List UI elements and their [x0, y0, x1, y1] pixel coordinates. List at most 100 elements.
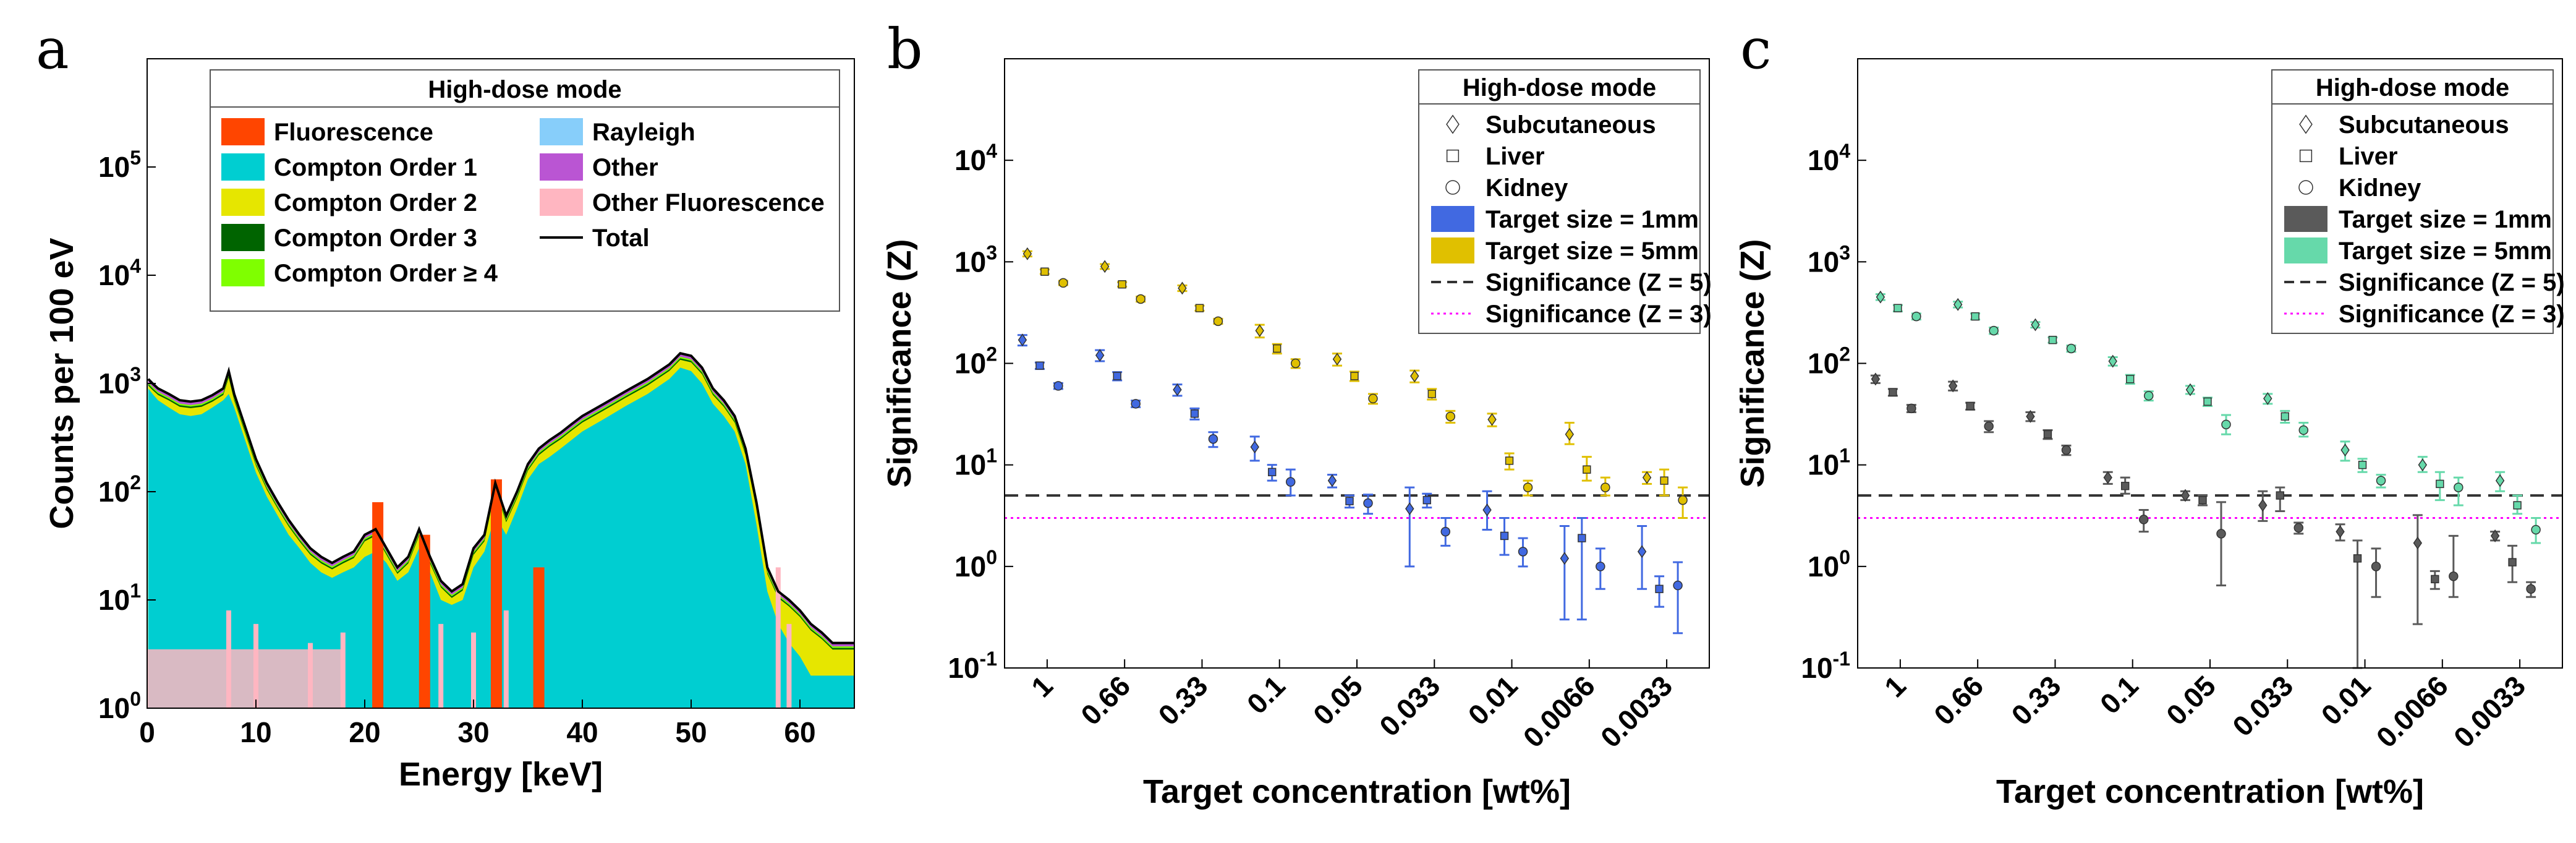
legend-label: Liver	[2339, 143, 2398, 170]
data-point	[2066, 343, 2077, 354]
y-tick-label: 101	[1808, 445, 1850, 481]
legend-swatch	[540, 189, 583, 216]
data-point	[1035, 361, 1044, 370]
legend-label: Kidney	[2339, 174, 2421, 202]
data-point	[2185, 383, 2195, 396]
data-point	[2143, 391, 2154, 401]
data-point	[2048, 335, 2057, 344]
other-fluorescence-peak	[438, 623, 444, 708]
legend-marker	[1445, 180, 1460, 195]
data-point	[1966, 401, 1975, 411]
data-point	[1095, 349, 1105, 362]
other-fluorescence-peak	[471, 632, 476, 708]
data-point	[1136, 294, 1146, 304]
legend-swatch	[221, 118, 265, 145]
data-point	[1255, 324, 1264, 338]
data-point	[1876, 290, 1885, 304]
legend-label: Other	[592, 154, 658, 181]
data-point	[1058, 278, 1068, 288]
legend-swatch	[540, 118, 583, 145]
other-fluorescence-peak	[775, 567, 781, 708]
y-axis-title: Significance (Z)	[1734, 239, 1771, 487]
data-point	[2061, 445, 2072, 455]
data-point	[1523, 482, 1533, 492]
legend-label: Significance (Z = 3)	[1486, 301, 1712, 328]
x-tick-label: 0	[139, 716, 155, 748]
legend-swatch	[1431, 237, 1474, 263]
data-point	[1018, 333, 1027, 347]
x-axis-title: Energy [keV]	[399, 756, 603, 793]
data-point	[1100, 260, 1110, 273]
data-point	[1290, 358, 1301, 369]
legend-title: High-dose mode	[428, 76, 621, 103]
legend-title: High-dose mode	[2316, 74, 2509, 101]
panel-letter-b: b	[887, 17, 923, 82]
data-point	[1911, 311, 1921, 322]
data-point	[1583, 465, 1591, 474]
legend-marker	[2299, 114, 2313, 134]
data-point	[2293, 523, 2304, 533]
data-point	[2276, 491, 2284, 500]
data-point	[2531, 524, 2541, 535]
x-tick-label: 30	[457, 716, 489, 748]
data-point	[2180, 489, 2190, 502]
data-point	[2216, 529, 2226, 539]
data-point	[2336, 525, 2345, 539]
legend-marker	[1446, 114, 1460, 134]
data-point	[1178, 281, 1187, 295]
data-point	[1113, 372, 1121, 380]
legend-label: Significance (Z = 5)	[1486, 269, 1712, 296]
legend-label: Target size = 1mm	[1486, 206, 1699, 233]
data-point	[1208, 434, 1218, 444]
data-point	[1560, 552, 1570, 565]
data-point	[1268, 468, 1277, 476]
data-point	[2103, 471, 2112, 484]
data-point	[2198, 495, 2207, 505]
data-point	[1195, 304, 1204, 312]
panel-letter-c: c	[1740, 17, 1771, 82]
data-point	[2358, 460, 2367, 469]
data-point	[2495, 474, 2505, 487]
data-point	[1871, 372, 1881, 386]
legend-box	[2271, 69, 2554, 334]
data-point	[2513, 501, 2522, 510]
y-tick-label: 10-1	[948, 648, 997, 684]
data-point	[1673, 580, 1683, 591]
legend-title: High-dose mode	[1463, 74, 1656, 101]
legend-label: Fluorescence	[274, 119, 433, 146]
data-point	[1637, 545, 1647, 558]
data-point	[1678, 495, 1688, 505]
data-point	[1022, 247, 1032, 260]
legend-label: Significance (Z = 5)	[2339, 269, 2565, 296]
data-point	[1363, 498, 1373, 508]
data-point	[2371, 562, 2381, 571]
y-tick-label: 102	[98, 471, 141, 508]
legend-marker	[2298, 180, 2313, 195]
data-point	[1285, 477, 1296, 487]
data-point	[1655, 584, 1664, 593]
data-point	[2031, 318, 2040, 332]
data-point	[2454, 482, 2463, 492]
data-point	[2203, 397, 2212, 406]
legend-label: Compton Order 2	[274, 189, 477, 216]
x-axis-title: Target concentration [wt%]	[1996, 773, 2424, 810]
legend-label: Subcutaneous	[2339, 111, 2509, 139]
data-point	[1350, 372, 1359, 380]
data-point	[1173, 383, 1182, 396]
legend-swatch	[221, 189, 265, 216]
data-point	[2221, 419, 2231, 430]
legend-marker	[1446, 149, 1460, 163]
legend-label: Other Fluorescence	[592, 189, 825, 216]
x-tick-label: 10	[240, 716, 271, 748]
x-tick-label: 50	[675, 716, 707, 748]
data-point	[1327, 474, 1337, 487]
data-point	[1596, 562, 1605, 571]
data-point	[1971, 312, 1979, 321]
fluorescence-peak	[533, 567, 545, 708]
data-point	[1487, 413, 1497, 426]
y-tick-label: 100	[954, 546, 997, 583]
legend-label: Compton Order ≥ 4	[274, 260, 498, 287]
data-point	[1131, 399, 1141, 409]
data-point	[2418, 458, 2428, 472]
